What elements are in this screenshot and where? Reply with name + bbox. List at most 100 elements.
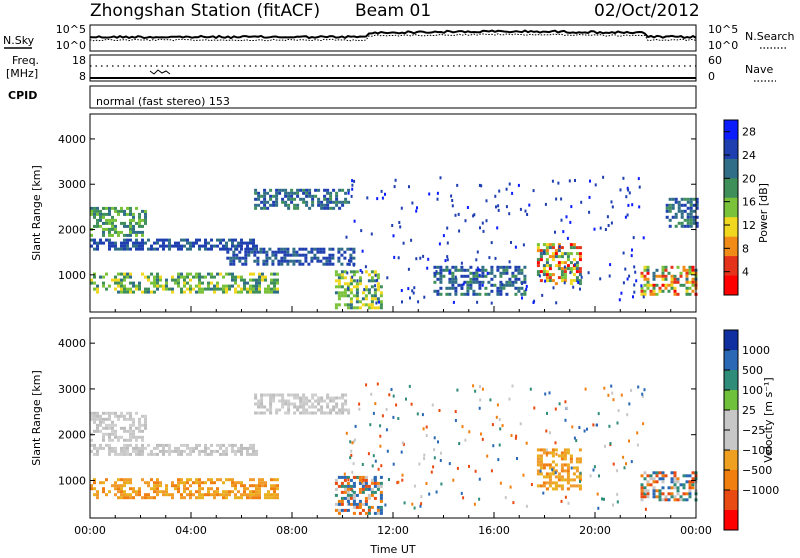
heatmap-cell bbox=[96, 206, 99, 210]
heatmap-cell bbox=[340, 262, 344, 266]
heatmap-cell bbox=[401, 473, 404, 477]
heatmap-cell bbox=[661, 274, 665, 278]
heatmap-cell bbox=[153, 481, 156, 485]
heatmap-cell bbox=[326, 402, 330, 406]
heatmap-cell bbox=[695, 203, 699, 207]
heatmap-cell bbox=[487, 271, 491, 275]
heatmap-cell bbox=[367, 487, 371, 491]
heatmap-cell bbox=[379, 285, 383, 289]
heatmap-cell bbox=[563, 279, 567, 283]
heatmap-cell bbox=[123, 212, 126, 216]
heatmap-cell bbox=[287, 405, 291, 409]
heatmap-cell bbox=[358, 306, 362, 310]
freq-right-tick-bottom: 0 bbox=[708, 70, 715, 83]
heatmap-cell bbox=[329, 399, 333, 403]
heatmap-cell bbox=[287, 408, 291, 412]
heatmap-cell bbox=[198, 247, 201, 251]
heatmap-cell bbox=[575, 252, 579, 256]
heatmap-cell bbox=[129, 478, 132, 482]
heatmap-cell bbox=[123, 478, 126, 482]
heatmap-cell bbox=[114, 241, 117, 245]
heatmap-cell bbox=[90, 484, 93, 488]
heatmap-cell bbox=[180, 478, 183, 482]
heatmap-cell bbox=[610, 221, 613, 225]
heatmap-cell bbox=[120, 414, 123, 418]
heatmap-cell bbox=[255, 487, 258, 491]
heatmap-cell bbox=[264, 287, 267, 291]
heatmap-cell bbox=[292, 247, 296, 251]
heatmap-cell bbox=[560, 279, 564, 283]
heatmap-cell bbox=[446, 226, 449, 230]
heatmap-cell bbox=[463, 274, 467, 278]
heatmap-cell bbox=[435, 490, 438, 494]
heatmap-cell bbox=[286, 253, 290, 257]
heatmap-cell bbox=[299, 399, 303, 403]
heatmap-cell bbox=[171, 278, 174, 282]
heatmap-cell bbox=[264, 278, 267, 282]
heatmap-cell bbox=[691, 280, 695, 284]
heatmap-cell bbox=[668, 206, 672, 210]
heatmap-cell bbox=[476, 300, 479, 304]
heatmap-cell bbox=[293, 197, 297, 201]
heatmap-cell bbox=[454, 213, 457, 217]
heatmap-cell bbox=[340, 484, 344, 488]
heatmap-cell bbox=[677, 203, 681, 207]
heatmap-cell bbox=[341, 408, 345, 412]
heatmap-cell bbox=[375, 301, 378, 305]
heatmap-cell bbox=[560, 457, 564, 461]
heatmap-cell bbox=[138, 221, 141, 225]
heatmap-cell bbox=[596, 423, 598, 427]
heatmap-cell bbox=[138, 247, 141, 251]
heatmap-cell bbox=[144, 275, 147, 279]
heatmap-cell bbox=[544, 392, 547, 396]
heatmap-cell bbox=[292, 253, 296, 257]
heatmap-cell bbox=[138, 287, 141, 291]
heatmap-cell bbox=[257, 411, 261, 415]
heatmap-cell bbox=[129, 209, 132, 213]
heatmap-cell bbox=[276, 496, 279, 500]
heatmap-cell bbox=[337, 259, 341, 263]
heatmap-cell bbox=[373, 297, 377, 301]
heatmap-cell bbox=[244, 247, 248, 251]
heatmap-cell bbox=[548, 472, 552, 476]
heatmap-cell bbox=[373, 306, 377, 310]
heatmap-cell bbox=[90, 212, 93, 216]
heatmap-cell bbox=[108, 247, 111, 251]
heatmap-cell bbox=[201, 496, 204, 500]
heatmap-cell bbox=[253, 253, 257, 257]
heatmap-cell bbox=[337, 291, 341, 295]
heatmap-cell bbox=[352, 279, 356, 283]
heatmap-cell bbox=[153, 247, 156, 251]
heatmap-cell bbox=[216, 493, 219, 497]
heatmap-cell bbox=[674, 224, 678, 228]
heatmap-cell bbox=[536, 246, 540, 250]
heatmap-cell bbox=[295, 250, 299, 254]
heatmap-cell bbox=[270, 281, 273, 285]
heatmap-cell bbox=[469, 280, 473, 284]
heatmap-cell bbox=[111, 449, 114, 453]
heatmap-cell bbox=[558, 402, 561, 406]
heatmap-cell bbox=[132, 420, 135, 424]
heatmap-cell bbox=[231, 443, 234, 447]
heatmap-cell bbox=[264, 275, 267, 279]
heatmap-cell bbox=[162, 247, 165, 251]
heatmap-cell bbox=[183, 278, 186, 282]
heatmap-cell bbox=[676, 489, 680, 493]
heatmap-cell bbox=[355, 475, 359, 479]
heatmap-cell bbox=[603, 386, 606, 390]
heatmap-cell bbox=[156, 487, 159, 491]
heatmap-cell bbox=[269, 194, 273, 198]
heatmap-cell bbox=[545, 487, 549, 491]
heatmap-cell bbox=[93, 215, 96, 219]
heatmap-cell bbox=[138, 212, 141, 216]
heatmap-cell bbox=[373, 496, 377, 500]
heatmap-cell bbox=[451, 286, 455, 290]
heatmap-cell bbox=[548, 246, 552, 250]
heatmap-cell bbox=[252, 493, 255, 497]
heatmap-cell bbox=[320, 206, 324, 210]
heatmap-cell bbox=[466, 289, 470, 293]
heatmap-cell bbox=[93, 224, 96, 228]
heatmap-cell bbox=[498, 443, 501, 447]
heatmap-cell bbox=[358, 490, 362, 494]
heatmap-cell bbox=[485, 199, 488, 203]
